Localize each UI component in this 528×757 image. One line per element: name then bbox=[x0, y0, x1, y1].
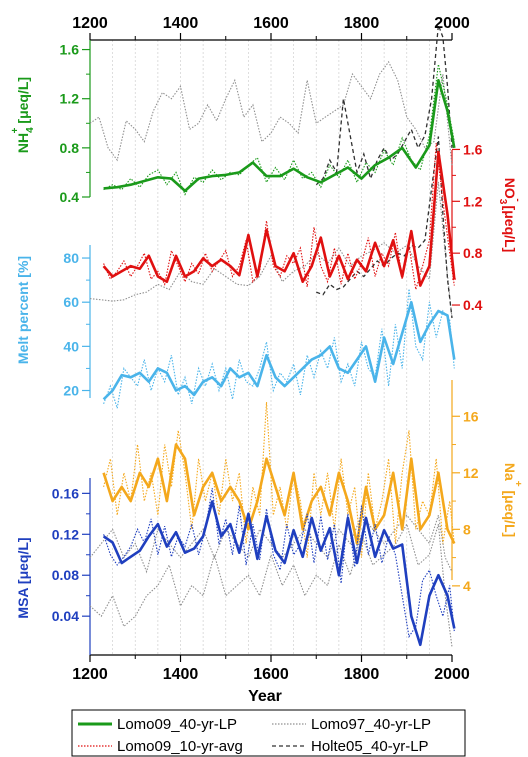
na-axis-title: Na+ [μeq/L] bbox=[502, 463, 523, 537]
no3-axis-title-main: NO bbox=[502, 178, 518, 199]
no3-series-holte05-40-yr-lp bbox=[316, 136, 453, 319]
melt-axis-title: Melt percent [%] bbox=[15, 256, 31, 364]
legend-label-holte05: Holte05_40-yr-LP bbox=[311, 738, 429, 755]
nh4-y-tick-label: 1.2 bbox=[60, 91, 80, 107]
melt-y-tick-label: 40 bbox=[63, 338, 79, 354]
nh4-y-tick-label: 1.6 bbox=[60, 42, 80, 58]
na-y-tick-label: 8 bbox=[463, 521, 471, 537]
no3-axis-title-sup: - bbox=[512, 198, 523, 201]
msa-y-tick-label: 0.12 bbox=[52, 526, 79, 542]
x-tick-label-top: 2000 bbox=[434, 15, 470, 32]
na-series-lomo09-40-yr-lp bbox=[102, 443, 456, 545]
melt-y-tick-label: 80 bbox=[63, 250, 79, 266]
series bbox=[89, 24, 456, 647]
x-tick-label-bottom: 1800 bbox=[344, 666, 380, 683]
no3-axis-title-sub: 3 bbox=[497, 199, 508, 205]
msa-y-tick-label: 0.16 bbox=[52, 485, 79, 501]
no3-y-tick-label: 1.2 bbox=[463, 193, 483, 209]
legend-label-lomo09avg: Lomo09_10-yr-avg bbox=[117, 738, 243, 755]
nh4-axis-title-sub: 4 bbox=[25, 127, 36, 133]
no3-y-tick-label: 0.4 bbox=[463, 297, 483, 313]
nh4-series-holte05-40-yr-lp bbox=[315, 24, 453, 186]
x-axis-title: Year bbox=[248, 688, 282, 705]
no3-y-tick-label: 0.8 bbox=[463, 245, 483, 261]
na-axis-title-main: Na bbox=[502, 463, 518, 481]
x-tick-label-bottom: 1200 bbox=[72, 666, 108, 683]
melt-series-lomo09-10-yr-avg bbox=[103, 288, 455, 409]
na-y-tick-label: 4 bbox=[463, 578, 471, 594]
x-tick-label-top: 1200 bbox=[72, 15, 108, 32]
no3-series-lomo97-40-yr-lp bbox=[89, 181, 453, 319]
nh4-axis-title-main: NH bbox=[15, 133, 31, 153]
msa-series-lomo09-10-yr-avg bbox=[103, 488, 455, 639]
nh4-y-tick-label: 0.4 bbox=[60, 189, 80, 205]
labels: Year 12001200140014001600160018001800200… bbox=[10, 15, 523, 705]
x-tick-label-top: 1400 bbox=[163, 15, 199, 32]
x-tick-label-bottom: 2000 bbox=[434, 666, 470, 683]
axes bbox=[82, 33, 460, 662]
nh4-axis-title: NH4 + [μeq/L] bbox=[10, 77, 36, 153]
melt-y-tick-label: 20 bbox=[63, 383, 79, 399]
nh4-series-lomo09-40-yr-lp bbox=[103, 79, 456, 193]
no3-series-lomo09-40-yr-lp bbox=[102, 150, 456, 287]
melt-series-lomo09-40-yr-lp bbox=[102, 300, 456, 401]
na-series-lomo09-10-yr-avg bbox=[103, 402, 455, 558]
no3-axis-title: NO3 - [μeq/L] bbox=[497, 178, 523, 252]
legend-box bbox=[71, 709, 466, 757]
nh4-axis-title-sup: + bbox=[10, 127, 21, 133]
msa-series-lomo09-40-yr-lp bbox=[102, 500, 456, 647]
nh4-y-tick-label: 0.8 bbox=[60, 140, 80, 156]
x-tick-label-top: 1600 bbox=[253, 15, 289, 32]
x-tick-label-bottom: 1600 bbox=[253, 666, 289, 683]
no3-axis-title-unit: [μeq/L] bbox=[502, 202, 518, 253]
msa-y-tick-label: 0.04 bbox=[52, 608, 79, 624]
na-axis-title-sup: + bbox=[512, 481, 523, 487]
msa-series-lomo97-40-yr-lp bbox=[89, 522, 453, 647]
legend-label-lomo09lp: Lomo09_40-yr-LP bbox=[117, 716, 237, 733]
nh4-axis-title-unit: [μeq/L] bbox=[15, 77, 31, 128]
legend-label-lomo97: Lomo97_40-yr-LP bbox=[311, 716, 431, 733]
na-y-tick-label: 12 bbox=[463, 465, 479, 481]
nh4-series-lomo97-40-yr-lp bbox=[89, 60, 453, 167]
msa-y-tick-label: 0.08 bbox=[52, 567, 79, 583]
x-tick-label-bottom: 1400 bbox=[163, 666, 199, 683]
melt-y-tick-label: 60 bbox=[63, 294, 79, 310]
msa-axis-title: MSA [μeq/L] bbox=[15, 537, 31, 618]
x-tick-label-top: 1800 bbox=[344, 15, 380, 32]
na-axis-title-unit: [μeq/L] bbox=[502, 487, 518, 538]
na-y-tick-label: 16 bbox=[463, 408, 479, 424]
no3-y-tick-label: 1.6 bbox=[463, 141, 483, 157]
legend: Lomo09_40-yr-LP Lomo97_40-yr-LP Lomo09_10-… bbox=[71, 709, 466, 757]
